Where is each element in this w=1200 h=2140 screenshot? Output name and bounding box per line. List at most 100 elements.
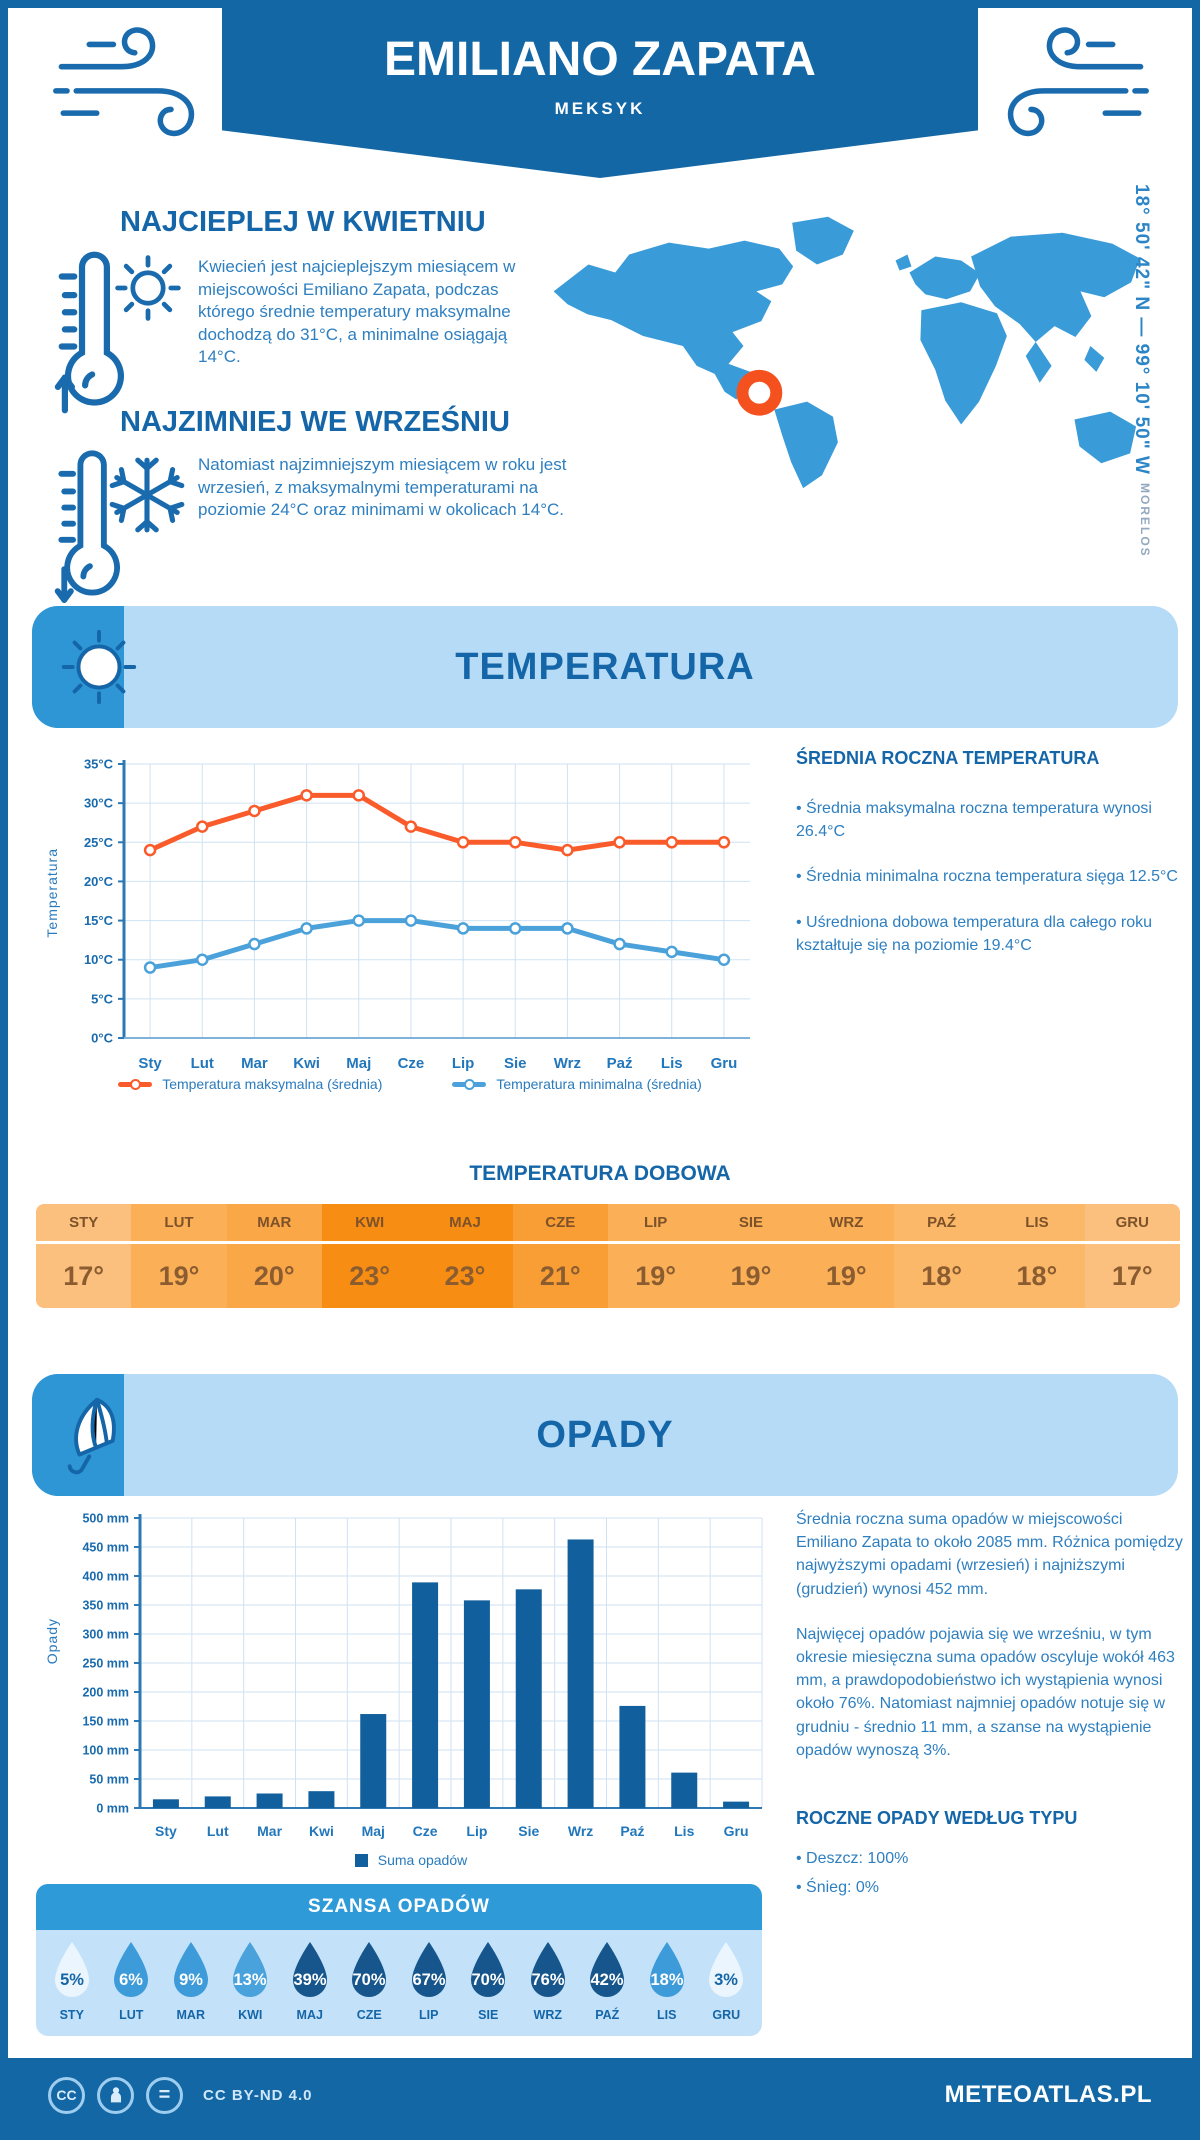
svg-text:70%: 70% xyxy=(353,1971,386,1989)
x-tick-label: Mar xyxy=(257,1823,282,1839)
svg-text:70%: 70% xyxy=(472,1971,505,1989)
warmest-title: NAJCIEPLEJ W KWIETNIU xyxy=(120,206,486,238)
precipitation-summary: Średnia roczna suma opadów w miejscowośc… xyxy=(796,1508,1188,1921)
month-header: PAŹ xyxy=(893,1204,990,1244)
chance-droplet: 39% MAJ xyxy=(280,1940,340,2022)
temperature-line-chart: 0°C 5°C 10°C 15°C 20°C 25°C 30°C 35°C Sty Lut Mar K… xyxy=(84,757,750,1072)
month-label: LIS xyxy=(657,2008,677,2022)
daily-temp-value: 19° xyxy=(635,1260,677,1291)
daily-temp-value: 23° xyxy=(349,1260,391,1291)
precipitation-band: OPADY xyxy=(32,1374,1178,1496)
daily-temp-value: 19° xyxy=(825,1260,867,1291)
daily-temp-value: 19° xyxy=(730,1260,772,1291)
x-tick-label: Cze xyxy=(413,1823,438,1839)
wind-icon xyxy=(42,24,222,159)
svg-text:6%: 6% xyxy=(119,1971,143,1989)
x-tick-label: Wrz xyxy=(554,1055,581,1072)
world-map xyxy=(494,196,1150,501)
precipitation-paragraph: Najwięcej opadów pojawia się we wrześniu… xyxy=(796,1625,1175,1759)
snowflake-icon xyxy=(106,454,188,541)
y-tick-label: 10°C xyxy=(84,952,114,967)
daily-temp-value: 20° xyxy=(253,1260,295,1291)
svg-text:76%: 76% xyxy=(531,1971,564,1989)
y-tick-label: 500 mm xyxy=(82,1512,129,1526)
y-tick-label: 25°C xyxy=(84,835,114,850)
bar xyxy=(463,1600,490,1808)
data-point xyxy=(248,937,261,951)
data-point xyxy=(613,937,626,951)
bar xyxy=(204,1796,231,1808)
y-tick-label: 400 mm xyxy=(82,1570,129,1584)
droplet-icon: 5% xyxy=(54,1942,89,1997)
data-point xyxy=(143,843,157,857)
data-point xyxy=(561,922,574,935)
temperature-bullet: • Średnia minimalna roczna temperatura s… xyxy=(796,868,1178,886)
daily-temperature-table: STY 17° LUT 19° MAR 20° KWI 23° MAJ 23° CZE 21° LIP 1… xyxy=(36,1204,1180,1308)
header-banner: EMILIANO ZAPATA MEKSYK xyxy=(222,8,978,178)
series-line xyxy=(147,792,727,853)
daily-temp-column: PAŹ 18° xyxy=(893,1204,990,1308)
chance-droplets: 5% STY 6% LUT 9% MAR 13% KWI 39% MAJ 70% CZE 67% LIP 7… xyxy=(36,1930,762,2036)
daily-temp-value: 21° xyxy=(539,1260,581,1291)
y-tick-label: 35°C xyxy=(84,757,114,772)
data-point xyxy=(613,836,626,849)
bar xyxy=(412,1582,439,1808)
month-label: GRU xyxy=(712,2008,741,2022)
temperature-bullet: • Średnia maksymalna roczna temperatura … xyxy=(796,800,1152,841)
max-line-legend-icon xyxy=(118,1078,153,1090)
thermometer-warm-icon xyxy=(54,228,124,428)
coldest-title: NAJZIMNIEJ WE WRZEŚNIU xyxy=(120,406,510,438)
license-label: CC BY-ND 4.0 xyxy=(203,2086,313,2104)
daily-temp-column: LUT 19° xyxy=(131,1204,227,1308)
x-tick-label: Gru xyxy=(724,1823,749,1839)
temp-y-axis-label: Temperatura xyxy=(44,848,60,938)
bar xyxy=(723,1801,750,1808)
chance-droplet: 76% WRZ xyxy=(518,1940,578,2022)
droplet-icon: 42% xyxy=(590,1942,625,1997)
month-label: CZE xyxy=(356,2008,382,2022)
bar xyxy=(671,1772,698,1808)
legend-sum-label: Suma opadów xyxy=(377,1852,468,1868)
y-tick-label: 0 mm xyxy=(96,1802,129,1816)
precipitation-bar-chart: 0 mm 50 mm 100 mm 150 mm 200 mm 250 mm 300 mm 3… xyxy=(82,1512,763,1839)
data-point xyxy=(456,836,470,849)
legend-item-min: Temperatura minimalna (średnia) xyxy=(452,1076,702,1092)
bar xyxy=(360,1714,387,1808)
data-point xyxy=(352,914,365,927)
droplet-icon: 70% xyxy=(352,1942,387,1997)
month-header: KWI xyxy=(321,1204,418,1244)
y-tick-label: 30°C xyxy=(84,796,114,811)
y-tick-label: 300 mm xyxy=(82,1628,129,1642)
daily-temp-column: MAJ 23° xyxy=(417,1204,513,1308)
x-tick-label: Lis xyxy=(674,1823,694,1839)
droplet-icon: 3% xyxy=(709,1942,744,1997)
x-tick-label: Kwi xyxy=(293,1055,320,1072)
x-tick-label: Maj xyxy=(362,1823,385,1839)
series-line xyxy=(147,918,727,971)
daily-temp-column: SIE 19° xyxy=(703,1204,799,1308)
x-tick-label: Sty xyxy=(155,1823,177,1839)
cc-icon: CC xyxy=(48,2076,85,2114)
y-tick-label: 450 mm xyxy=(82,1541,129,1555)
y-tick-label: 250 mm xyxy=(82,1657,129,1671)
y-tick-label: 150 mm xyxy=(82,1715,129,1729)
y-tick-label: 15°C xyxy=(84,913,114,928)
month-label: LUT xyxy=(119,2008,144,2022)
data-point xyxy=(196,820,209,833)
cc-license-group: CC = CC BY-ND 4.0 xyxy=(48,2076,313,2114)
x-tick-label: Lut xyxy=(191,1055,214,1072)
droplet-icon: 76% xyxy=(530,1942,565,1997)
rain-chart-legend: Suma opadów xyxy=(48,1852,774,1868)
svg-text:42%: 42% xyxy=(591,1971,624,1989)
daily-temp-column: STY 17° xyxy=(36,1204,132,1308)
daily-temp-column: LIP 19° xyxy=(607,1204,704,1308)
x-tick-label: Sie xyxy=(518,1823,539,1839)
legend-max-label: Temperatura maksymalna (średnia) xyxy=(162,1076,383,1092)
min-line-legend-icon xyxy=(452,1078,487,1090)
svg-text:5%: 5% xyxy=(60,1971,84,1989)
location-marker xyxy=(736,369,783,416)
data-point xyxy=(248,804,261,818)
droplet-icon: 6% xyxy=(114,1942,149,1997)
chance-of-precipitation: SZANSA OPADÓW 5% STY 6% LUT 9% MAR 13% KWI 39% MA… xyxy=(36,1884,762,2036)
daily-temp-value: 23° xyxy=(444,1260,486,1291)
